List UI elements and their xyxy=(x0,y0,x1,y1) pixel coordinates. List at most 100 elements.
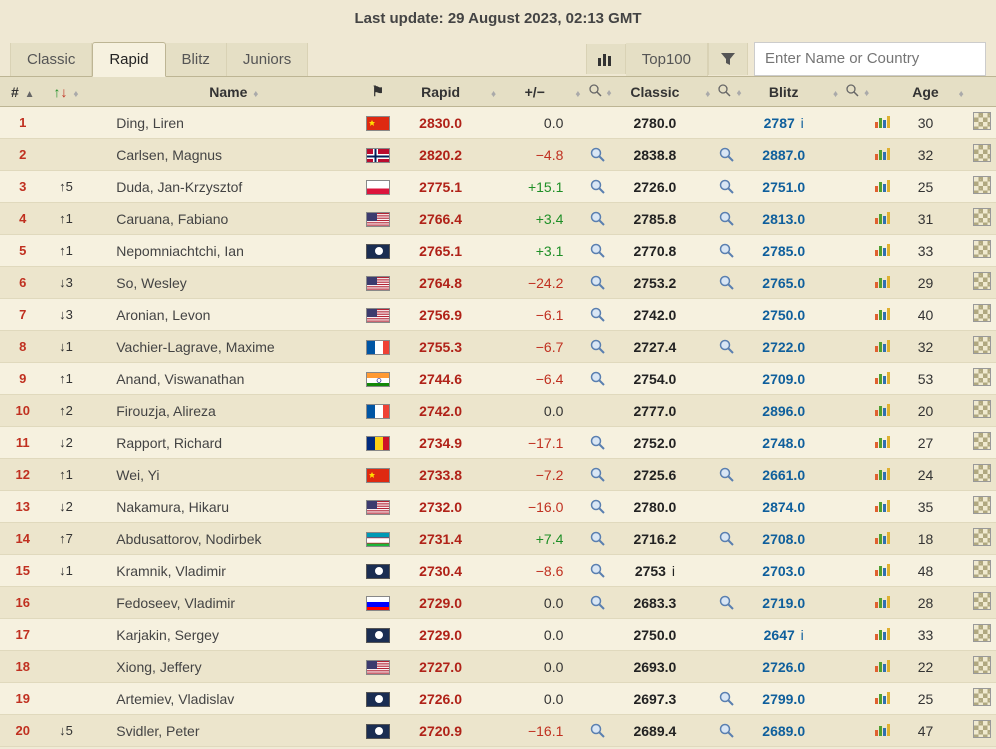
player-name[interactable]: Vachier-Lagrave, Maxime xyxy=(108,331,359,363)
games-link[interactable] xyxy=(968,587,996,619)
chart-link[interactable] xyxy=(868,299,898,331)
col-rapid[interactable]: Rapid xyxy=(396,77,485,107)
blitz-rating[interactable]: 2896.0 xyxy=(740,395,827,427)
player-name[interactable]: Svidler, Peter xyxy=(108,715,359,747)
player-name[interactable]: Karjakin, Sergey xyxy=(108,619,359,651)
player-name[interactable]: Abdusattorov, Nodirbek xyxy=(108,523,359,555)
classic-games[interactable] xyxy=(714,619,740,651)
chart-link[interactable] xyxy=(868,139,898,171)
magnifier-icon[interactable] xyxy=(590,307,606,323)
games-link[interactable] xyxy=(968,363,996,395)
classic-games[interactable] xyxy=(714,331,740,363)
col-blitz-sort[interactable]: ♦ xyxy=(827,77,842,107)
delta-games[interactable] xyxy=(585,683,611,715)
col-classic[interactable]: Classic xyxy=(611,77,700,107)
blitz-rating[interactable]: 2726.0 xyxy=(740,651,827,683)
blitz-games[interactable] xyxy=(842,459,868,491)
blitz-games[interactable] xyxy=(842,107,868,139)
blitz-games[interactable] xyxy=(842,203,868,235)
games-link[interactable] xyxy=(968,203,996,235)
player-name[interactable]: Anand, Viswanathan xyxy=(108,363,359,395)
col-delta-sort[interactable]: ♦ xyxy=(569,77,584,107)
expand-toggle[interactable] xyxy=(87,331,109,363)
chart-icon[interactable] xyxy=(875,114,891,128)
blitz-rating[interactable]: 2750.0 xyxy=(740,299,827,331)
magnifier-icon[interactable] xyxy=(719,275,735,291)
tab-blitz[interactable]: Blitz xyxy=(166,43,227,76)
classic-games[interactable] xyxy=(714,139,740,171)
expand-toggle[interactable] xyxy=(87,139,109,171)
classic-games[interactable] xyxy=(714,171,740,203)
blitz-rating[interactable]: 2787 i xyxy=(740,107,827,139)
games-link[interactable] xyxy=(968,651,996,683)
col-rapid-sort[interactable]: ♦ xyxy=(485,77,500,107)
chart-link[interactable] xyxy=(868,715,898,747)
magnifier-icon[interactable] xyxy=(590,243,606,259)
tab-top100[interactable]: Top100 xyxy=(626,43,708,76)
delta-games[interactable] xyxy=(585,651,611,683)
expand-toggle[interactable] xyxy=(87,683,109,715)
magnifier-icon[interactable] xyxy=(590,467,606,483)
tab-juniors[interactable]: Juniors xyxy=(227,43,308,76)
magnifier-icon[interactable] xyxy=(590,499,606,515)
blitz-rating[interactable]: 2813.0 xyxy=(740,203,827,235)
player-name[interactable]: Caruana, Fabiano xyxy=(108,203,359,235)
magnifier-icon[interactable] xyxy=(590,531,606,547)
blitz-games[interactable] xyxy=(842,395,868,427)
delta-games[interactable] xyxy=(585,299,611,331)
classic-games[interactable] xyxy=(714,427,740,459)
chart-icon[interactable] xyxy=(875,690,891,704)
classic-games[interactable] xyxy=(714,363,740,395)
delta-games[interactable] xyxy=(585,267,611,299)
chart-link[interactable] xyxy=(868,267,898,299)
col-name[interactable]: Name ♦ xyxy=(108,77,359,107)
classic-games[interactable] xyxy=(714,395,740,427)
player-name[interactable]: Nepomniachtchi, Ian xyxy=(108,235,359,267)
chart-icon[interactable] xyxy=(875,722,891,736)
expand-toggle[interactable] xyxy=(87,299,109,331)
games-link[interactable] xyxy=(968,459,996,491)
chart-link[interactable] xyxy=(868,427,898,459)
player-name[interactable]: Carlsen, Magnus xyxy=(108,139,359,171)
player-name[interactable]: Rapport, Richard xyxy=(108,427,359,459)
expand-toggle[interactable] xyxy=(87,715,109,747)
blitz-rating[interactable]: 2765.0 xyxy=(740,267,827,299)
blitz-games[interactable] xyxy=(842,555,868,587)
classic-games[interactable] xyxy=(714,523,740,555)
delta-games[interactable] xyxy=(585,491,611,523)
expand-toggle[interactable] xyxy=(87,235,109,267)
blitz-rating[interactable]: 2785.0 xyxy=(740,235,827,267)
magnifier-icon[interactable] xyxy=(590,595,606,611)
delta-games[interactable] xyxy=(585,203,611,235)
expand-toggle[interactable] xyxy=(87,587,109,619)
delta-games[interactable] xyxy=(585,331,611,363)
expand-toggle[interactable] xyxy=(87,651,109,683)
blitz-games[interactable] xyxy=(842,139,868,171)
chart-link[interactable] xyxy=(868,619,898,651)
blitz-games[interactable] xyxy=(842,587,868,619)
blitz-rating[interactable]: 2661.0 xyxy=(740,459,827,491)
col-age[interactable]: Age xyxy=(898,77,952,107)
games-link[interactable] xyxy=(968,171,996,203)
player-name[interactable]: So, Wesley xyxy=(108,267,359,299)
games-link[interactable] xyxy=(968,139,996,171)
player-name[interactable]: Nakamura, Hikaru xyxy=(108,491,359,523)
delta-games[interactable] xyxy=(585,363,611,395)
magnifier-icon[interactable] xyxy=(719,723,735,739)
games-link[interactable] xyxy=(968,427,996,459)
blitz-games[interactable] xyxy=(842,267,868,299)
chart-link[interactable] xyxy=(868,523,898,555)
delta-games[interactable] xyxy=(585,139,611,171)
blitz-games[interactable] xyxy=(842,619,868,651)
blitz-rating[interactable]: 2887.0 xyxy=(740,139,827,171)
col-delta[interactable]: +/− xyxy=(500,77,569,107)
games-link[interactable] xyxy=(968,555,996,587)
magnifier-icon[interactable] xyxy=(719,179,735,195)
chart-icon[interactable] xyxy=(875,498,891,512)
delta-games[interactable] xyxy=(585,523,611,555)
delta-games[interactable] xyxy=(585,619,611,651)
magnifier-icon[interactable] xyxy=(590,563,606,579)
expand-toggle[interactable] xyxy=(87,395,109,427)
tab-classic[interactable]: Classic xyxy=(10,43,92,76)
chart-link[interactable] xyxy=(868,203,898,235)
